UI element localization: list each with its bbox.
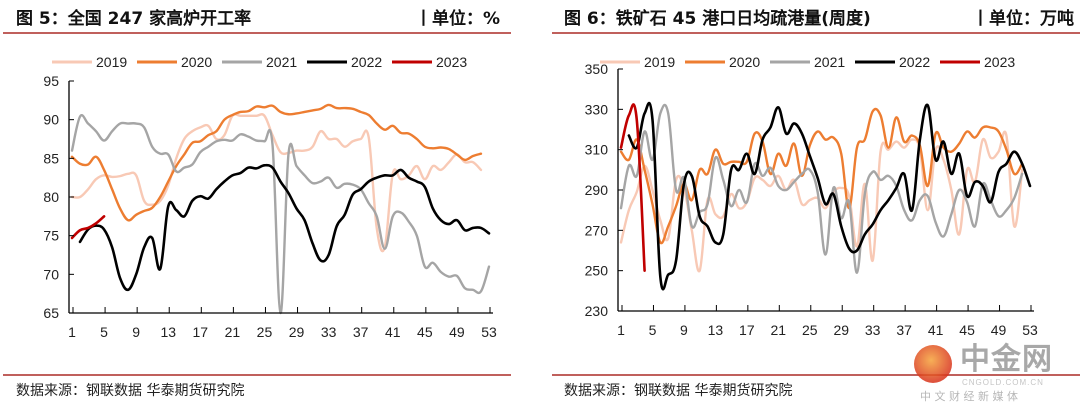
- title-divider: [552, 32, 1080, 34]
- y-tick-label: 350: [585, 61, 609, 77]
- y-tick-label: 290: [585, 182, 609, 198]
- y-tick-label: 70: [43, 266, 59, 282]
- x-tick-label: 41: [385, 324, 401, 340]
- y-tick-label: 250: [585, 263, 609, 279]
- x-tick-label: 25: [257, 324, 273, 340]
- series-line-2022: [627, 101, 1032, 291]
- legend-label-2022: 2022: [351, 54, 382, 70]
- series-line-2023: [619, 103, 646, 272]
- chart-iron-ore-port-throughput: 2019 2020 2021 2022 2023 230 250 270 290 310 330 35…: [585, 54, 1038, 338]
- x-tick-label: 45: [417, 324, 433, 340]
- x-tick-label: 49: [449, 324, 465, 340]
- chart-source: 数据来源：钢联数据 华泰期货研究院: [564, 383, 793, 399]
- chart-title: 图 5：全国 247 家高炉开工率: [16, 9, 252, 29]
- legend-label-2021: 2021: [266, 54, 297, 70]
- x-tick-label: 13: [160, 324, 176, 340]
- source-divider: [552, 374, 1080, 376]
- legend-label-2021: 2021: [814, 54, 845, 70]
- series-line-2023: [70, 215, 106, 240]
- x-tick-label: 33: [865, 322, 881, 338]
- x-tick-label: 1: [68, 324, 76, 340]
- x-tick-label: 53: [1022, 322, 1038, 338]
- legend-label-2020: 2020: [181, 54, 212, 70]
- x-tick-label: 1: [617, 322, 625, 338]
- y-tick-label: 270: [585, 222, 609, 238]
- x-tick-label: 41: [928, 322, 944, 338]
- watermark-logo-icon: [914, 345, 952, 383]
- series-line-2020: [70, 103, 483, 222]
- legend-label-2020: 2020: [729, 54, 760, 70]
- y-tick-label: 65: [43, 305, 59, 321]
- x-tick-label: 29: [289, 324, 305, 340]
- x-tick-label: 9: [132, 324, 140, 340]
- y-tick-label: 330: [585, 101, 609, 117]
- x-tick-label: 37: [353, 324, 369, 340]
- legend-label-2023: 2023: [984, 54, 1015, 70]
- legend-label-2019: 2019: [96, 54, 127, 70]
- series-line-2020: [619, 107, 1024, 245]
- x-tick-label: 45: [959, 322, 975, 338]
- chart-panel-port-throughput: 图 6：铁矿石 45 港口日均疏港量(周度) 丨单位：万吨 2019 2020 20…: [540, 0, 1080, 406]
- y-tick-label: 230: [585, 303, 609, 319]
- x-tick-label: 29: [833, 322, 849, 338]
- y-tick-label: 90: [43, 112, 59, 128]
- watermark-logo-text: 中金网: [960, 342, 1053, 377]
- series-line-2021: [70, 114, 491, 315]
- x-tick-label: 49: [991, 322, 1007, 338]
- y-tick-label: 75: [43, 228, 59, 244]
- source-divider: [3, 374, 511, 376]
- title-divider: [3, 32, 511, 34]
- x-tick-label: 17: [739, 322, 755, 338]
- x-tick-label: 5: [100, 324, 108, 340]
- x-tick-label: 9: [680, 322, 688, 338]
- watermark-domain: CNGOLD.COM.CN: [962, 378, 1044, 387]
- series-line-2022: [78, 163, 491, 292]
- x-tick-label: 21: [225, 324, 241, 340]
- y-tick-label: 80: [43, 189, 59, 205]
- chart-unit: 丨单位：%: [414, 9, 500, 29]
- chart-title: 图 6：铁矿石 45 港口日均疏港量(周度): [564, 9, 871, 29]
- series-line-2019: [70, 113, 483, 253]
- legend-label-2023: 2023: [436, 54, 467, 70]
- y-tick-label: 85: [43, 150, 59, 166]
- legend-label-2019: 2019: [644, 54, 675, 70]
- x-tick-label: 17: [193, 324, 209, 340]
- chart-panel-blast-furnace: 图 5：全国 247 家高炉开工率 丨单位：% 2019 2020 2021 2022…: [3, 9, 511, 399]
- x-tick-label: 13: [708, 322, 724, 338]
- chart-blast-furnace-rate: 2019 2020 2021 2022 2023 65 70 75 80 85 90 95 1 5 9 13 1…: [43, 54, 497, 340]
- x-tick-label: 25: [802, 322, 818, 338]
- series-line-2021: [619, 103, 1024, 274]
- x-tick-label: 37: [896, 322, 912, 338]
- x-tick-label: 5: [649, 322, 657, 338]
- x-tick-label: 21: [771, 322, 787, 338]
- chart-source: 数据来源：钢联数据 华泰期货研究院: [16, 383, 245, 399]
- x-tick-label: 33: [321, 324, 337, 340]
- x-tick-label: 53: [481, 324, 497, 340]
- chart-unit: 丨单位：万吨: [972, 9, 1074, 29]
- y-tick-label: 310: [585, 142, 609, 158]
- watermark-tagline: 中 文 财 经 新 媒 体: [920, 390, 1018, 403]
- watermark: 中金网 CNGOLD.COM.CN 中 文 财 经 新 媒 体: [912, 342, 1080, 406]
- legend-label-2022: 2022: [899, 54, 930, 70]
- y-tick-label: 95: [43, 73, 59, 89]
